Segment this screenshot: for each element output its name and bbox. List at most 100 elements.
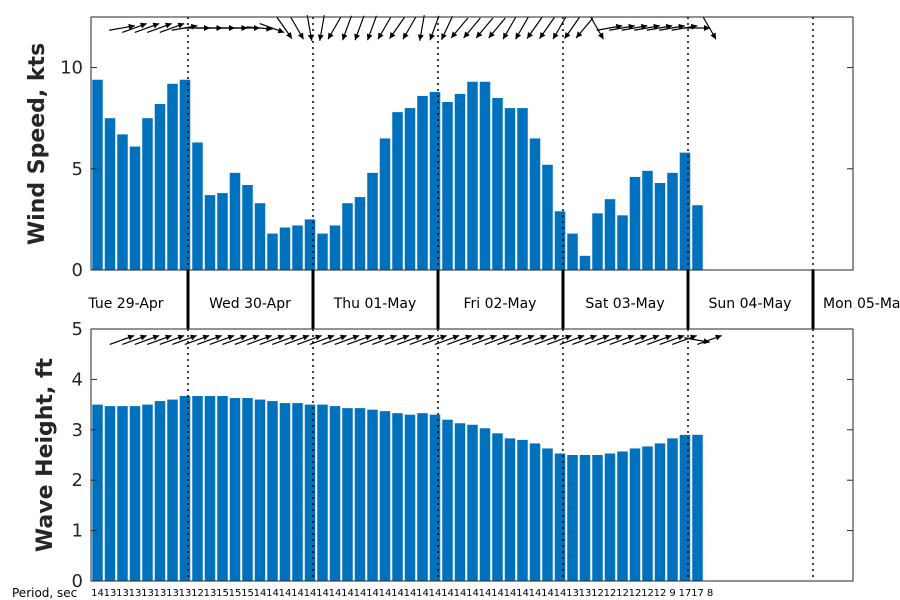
- period-label: 14: [379, 588, 392, 599]
- wave-bar: [392, 413, 403, 581]
- wave-direction-arrow: [659, 334, 685, 346]
- wave-bar: [129, 406, 141, 581]
- period-label: 12: [629, 588, 642, 599]
- wave-direction-arrow: [547, 334, 572, 346]
- wind-bar: [292, 225, 303, 270]
- wave-direction-arrow: [597, 334, 622, 346]
- wave-bar: [379, 411, 391, 581]
- wind-bar: [117, 134, 128, 270]
- day-label: Wed 30-Apr: [209, 296, 291, 312]
- wind-bar: [354, 197, 366, 270]
- wind-plot-frame: [90, 16, 854, 271]
- wave-direction-arrow: [309, 334, 335, 346]
- wave-direction-arrow: [484, 334, 510, 346]
- wave-bar: [504, 438, 516, 581]
- wind-direction-arrow: [402, 16, 417, 40]
- period-label: 14: [266, 588, 279, 599]
- wind-bar: [342, 203, 353, 270]
- period-label: 15: [229, 588, 242, 599]
- wave-direction-arrow: [234, 334, 260, 346]
- wave-direction-arrow: [334, 334, 360, 346]
- wind-direction-arrow: [589, 16, 605, 40]
- wind-bar: [142, 118, 153, 270]
- wave-bar: [692, 434, 703, 581]
- period-label: 12: [191, 588, 204, 599]
- wave-bar: [529, 443, 541, 581]
- wave-plot-frame: [90, 328, 854, 582]
- day-label: Sat 03-May: [585, 296, 664, 312]
- wave-direction-arrow: [197, 334, 222, 346]
- wave-bar: [229, 398, 241, 581]
- wave-bar: [167, 399, 178, 581]
- wind-bar: [604, 199, 616, 270]
- wind-bar: [504, 108, 516, 270]
- wave-bar: [342, 408, 353, 581]
- period-label: 15: [216, 588, 229, 599]
- period-label: 13: [104, 588, 117, 599]
- wind-bar: [592, 213, 603, 270]
- wave-bar: [667, 438, 678, 581]
- day-strip: Tue 29-Apr Wed 30-Apr Thu 01-May Fri 02-May…: [87, 270, 900, 329]
- wave-y-tick-label: 1: [72, 521, 83, 542]
- day-label: Tue 29-Apr: [87, 296, 163, 312]
- period-label: 14: [454, 588, 467, 599]
- day-labels: Tue 29-Apr Wed 30-Apr Thu 01-May Fri 02-May…: [87, 296, 900, 312]
- wave-bar: [492, 433, 503, 581]
- period-label: 14: [254, 588, 267, 599]
- period-label: 14: [304, 588, 317, 599]
- wave-bar: [592, 455, 603, 581]
- wind-y-axis-label: Wind Speed, kts: [25, 43, 50, 245]
- day-label: Sun 04-May: [709, 296, 792, 312]
- period-label: 13: [166, 588, 179, 599]
- wind-bar: [417, 95, 428, 270]
- wave-y-tick-label: 3: [72, 420, 83, 441]
- period-label: 17: [679, 588, 692, 599]
- wave-bar: [467, 424, 478, 581]
- wind-bar: [304, 219, 316, 270]
- wind-bar: [642, 170, 653, 270]
- wave-bar: [517, 439, 528, 581]
- wave-bar: [642, 446, 653, 581]
- wind-direction-arrow: [575, 17, 594, 39]
- wave-y-tick-label: 5: [72, 319, 83, 340]
- period-label: 15: [241, 588, 254, 599]
- wave-bar: [242, 398, 253, 581]
- wave-direction-arrow: [134, 334, 160, 346]
- wind-direction-arrow: [429, 15, 440, 41]
- wave-bar: [254, 399, 266, 581]
- wave-direction-arrow: [509, 334, 535, 346]
- wave-direction-arrow: [284, 334, 310, 346]
- period-label: 14: [391, 588, 404, 599]
- wave-direction-arrow: [534, 334, 560, 346]
- wind-direction-arrow: [366, 15, 378, 41]
- wave-direction-arrow: [697, 334, 722, 346]
- period-label: 14: [341, 588, 354, 599]
- day-label: Fri 02-May: [464, 296, 537, 312]
- wave-direction-arrow: [397, 334, 422, 346]
- period-label: 14: [516, 588, 529, 599]
- period-label: 14: [491, 588, 504, 599]
- period-label: 13: [179, 588, 192, 599]
- wave-bar: [354, 408, 366, 581]
- wind-y-tick-label: 0: [72, 260, 83, 281]
- wind-bar: [529, 138, 541, 270]
- period-label: 14: [479, 588, 492, 599]
- wind-direction-arrow: [564, 17, 580, 39]
- wave-direction-arrow: [322, 334, 347, 346]
- wave-bar: [104, 406, 116, 581]
- wave-direction-arrow: [147, 334, 172, 346]
- wave-y-axis-label: Wave Height, ft: [33, 357, 58, 552]
- wave-direction-arrow: [472, 334, 497, 346]
- wave-direction-arrow: [172, 334, 197, 346]
- period-label: 13: [579, 588, 592, 599]
- wave-bar: [429, 414, 441, 581]
- wind-direction-arrow: [526, 17, 543, 39]
- wave-bar: [92, 404, 103, 581]
- wind-direction-arrow: [354, 15, 365, 41]
- wave-bar: [604, 453, 616, 581]
- period-label: 14: [554, 588, 567, 599]
- wind-direction-arrow: [684, 25, 710, 31]
- wind-direction-arrow: [246, 25, 273, 32]
- wave-y-tick-label: 2: [72, 470, 83, 491]
- wind-bar: [492, 97, 503, 271]
